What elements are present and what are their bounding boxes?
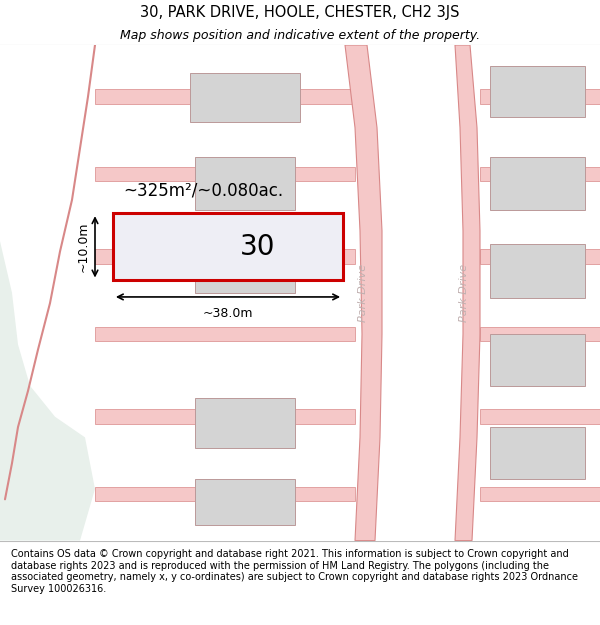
Bar <box>480 167 600 181</box>
Text: Contains OS data © Crown copyright and database right 2021. This information is : Contains OS data © Crown copyright and d… <box>11 549 578 594</box>
Bar <box>490 66 585 118</box>
Bar <box>480 327 600 341</box>
Bar <box>480 409 600 424</box>
Text: Park Drive: Park Drive <box>358 264 368 322</box>
Bar <box>95 249 355 264</box>
Text: ~38.0m: ~38.0m <box>203 308 253 320</box>
Bar <box>490 427 585 479</box>
Text: 30: 30 <box>240 233 275 261</box>
Bar <box>95 89 355 104</box>
Bar <box>195 156 295 210</box>
Bar <box>95 167 355 181</box>
Bar <box>480 249 600 264</box>
Text: 30, PARK DRIVE, HOOLE, CHESTER, CH2 3JS: 30, PARK DRIVE, HOOLE, CHESTER, CH2 3JS <box>140 5 460 20</box>
Bar <box>480 487 600 501</box>
Bar <box>490 334 585 386</box>
Polygon shape <box>345 45 382 541</box>
Bar <box>195 246 295 292</box>
Bar <box>95 409 355 424</box>
Bar <box>113 213 343 281</box>
Polygon shape <box>455 45 480 541</box>
Bar <box>490 244 585 298</box>
Bar <box>195 398 295 448</box>
Polygon shape <box>0 45 95 541</box>
Bar <box>95 487 355 501</box>
Text: Map shows position and indicative extent of the property.: Map shows position and indicative extent… <box>120 29 480 42</box>
Bar <box>195 479 295 525</box>
Bar <box>190 73 300 122</box>
Text: Park Drive: Park Drive <box>459 264 469 322</box>
Bar <box>95 327 355 341</box>
Bar <box>490 156 585 210</box>
Bar <box>480 89 600 104</box>
Text: ~10.0m: ~10.0m <box>77 222 90 272</box>
Text: ~325m²/~0.080ac.: ~325m²/~0.080ac. <box>123 182 283 199</box>
